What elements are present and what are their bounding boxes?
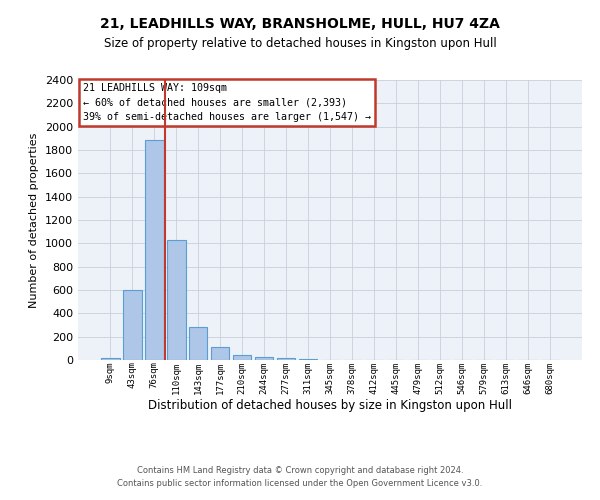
Bar [123, 290, 142, 360]
Bar [255, 356, 274, 360]
X-axis label: Distribution of detached houses by size in Kingston upon Hull: Distribution of detached houses by size … [148, 399, 512, 412]
Bar [167, 240, 185, 360]
Bar [145, 140, 164, 360]
Text: 21 LEADHILLS WAY: 109sqm
← 60% of detached houses are smaller (2,393)
39% of sem: 21 LEADHILLS WAY: 109sqm ← 60% of detach… [83, 83, 371, 122]
Bar [211, 347, 229, 360]
Text: Contains HM Land Registry data © Crown copyright and database right 2024.
Contai: Contains HM Land Registry data © Crown c… [118, 466, 482, 487]
Text: 21, LEADHILLS WAY, BRANSHOLME, HULL, HU7 4ZA: 21, LEADHILLS WAY, BRANSHOLME, HULL, HU7… [100, 18, 500, 32]
Bar [189, 327, 208, 360]
Bar [277, 358, 295, 360]
Bar [101, 358, 119, 360]
Y-axis label: Number of detached properties: Number of detached properties [29, 132, 40, 308]
Text: Size of property relative to detached houses in Kingston upon Hull: Size of property relative to detached ho… [104, 38, 496, 51]
Bar [233, 355, 251, 360]
